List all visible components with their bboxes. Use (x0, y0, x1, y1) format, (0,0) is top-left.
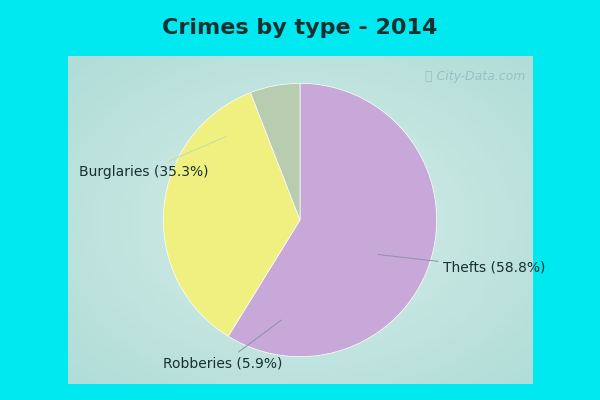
Wedge shape (228, 83, 437, 357)
Text: ⓘ City-Data.com: ⓘ City-Data.com (425, 70, 526, 83)
Text: Crimes by type - 2014: Crimes by type - 2014 (163, 18, 437, 38)
Wedge shape (163, 93, 300, 336)
Text: Burglaries (35.3%): Burglaries (35.3%) (79, 136, 226, 179)
Wedge shape (250, 83, 300, 220)
Text: Thefts (58.8%): Thefts (58.8%) (378, 254, 546, 275)
Text: Robberies (5.9%): Robberies (5.9%) (163, 320, 283, 370)
